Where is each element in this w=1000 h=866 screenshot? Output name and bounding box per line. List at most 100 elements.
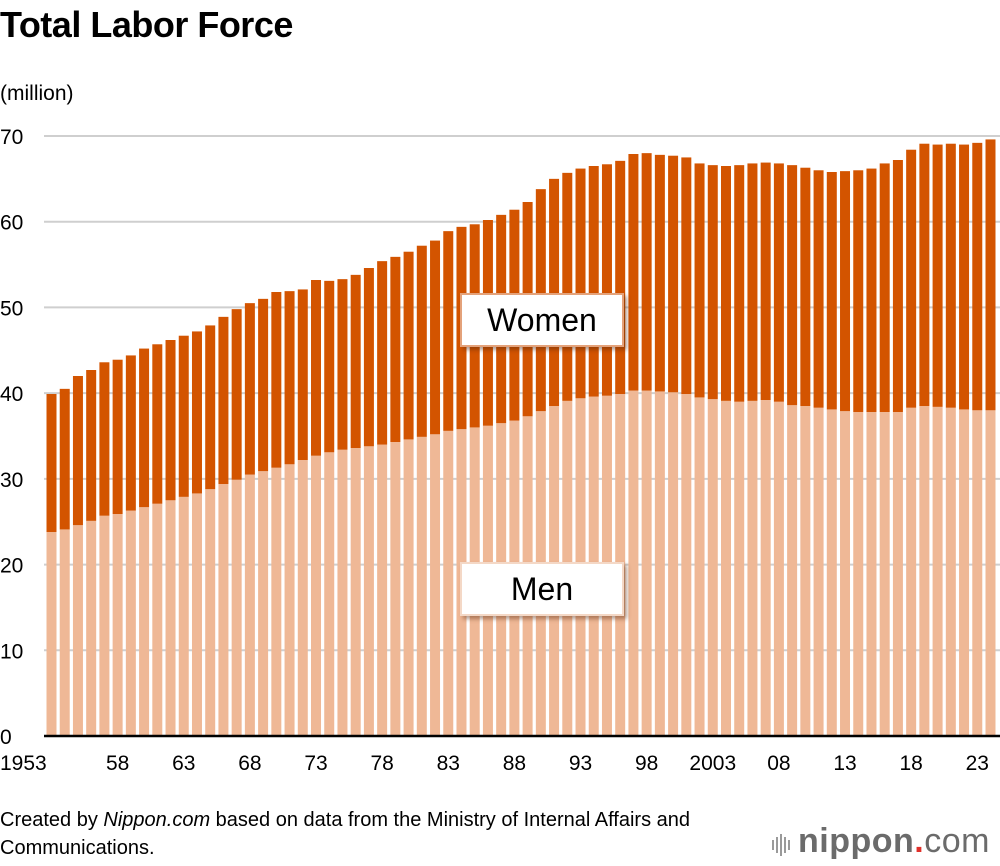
bar-men-2003 [707, 399, 718, 736]
x-tick-label: 08 [767, 752, 790, 775]
bar-men-2006 [747, 400, 758, 736]
y-tick-label: 70 [0, 126, 23, 149]
bar-women-2018 [906, 149, 917, 408]
bar-men-1968 [244, 474, 255, 736]
bar-men-2016 [879, 412, 890, 736]
bar-women-1969 [258, 298, 269, 472]
bar-women-1991 [549, 178, 560, 406]
bar-men-1967 [231, 479, 242, 736]
bar-men-2001 [681, 394, 692, 736]
logo-tld: com [924, 822, 990, 860]
x-tick-label: 93 [569, 752, 592, 775]
bar-men-1976 [350, 448, 361, 736]
bar-men-1959 [125, 510, 136, 736]
bar-men-2004 [720, 400, 731, 736]
men-series-label: Men [460, 562, 624, 616]
bar-women-2003 [707, 165, 718, 400]
source-prefix: Created by [0, 809, 104, 831]
bar-women-2004 [720, 166, 731, 401]
bar-women-1967 [231, 309, 242, 480]
bar-women-2009 [787, 165, 798, 406]
bar-women-1964 [191, 331, 202, 494]
bar-women-1965 [205, 325, 216, 490]
bar-women-2010 [800, 167, 811, 406]
bar-men-1999 [654, 391, 665, 736]
bar-women-2007 [760, 162, 771, 400]
bar-women-1953 [46, 394, 57, 532]
bar-women-1994 [588, 166, 599, 397]
bar-men-2013 [840, 411, 851, 736]
bar-men-1965 [205, 489, 216, 736]
bar-women-2016 [879, 163, 890, 412]
bar-women-1977 [363, 268, 374, 447]
bar-women-1982 [430, 240, 441, 435]
bar-women-1970 [271, 292, 282, 468]
bar-women-1980 [403, 251, 414, 440]
bar-men-1975 [337, 449, 348, 736]
bar-men-1981 [416, 436, 427, 736]
x-axis-ticks: 1953 58 63 68 73 78 83 88 93 98 2003 08 13 18 23 [0, 752, 989, 775]
bar-women-2013 [840, 171, 851, 412]
women-series-label: Women [460, 293, 624, 347]
bar-women-1997 [628, 154, 639, 391]
y-tick-label: 10 [0, 640, 23, 663]
x-tick-label: 2003 [689, 752, 736, 775]
bar-women-1960 [139, 348, 150, 508]
bar-women-2011 [813, 170, 824, 408]
bar-women-1958 [112, 359, 123, 514]
bar-men-2022 [959, 409, 970, 736]
x-tick-label: 18 [899, 752, 922, 775]
bar-women-1993 [575, 168, 586, 399]
bar-women-1983 [443, 231, 454, 431]
bar-women-1973 [311, 280, 322, 456]
x-tick-label: 68 [238, 752, 261, 775]
x-tick-label: 23 [966, 752, 989, 775]
bar-women-2023 [972, 142, 983, 411]
bar-women-2014 [853, 170, 864, 412]
x-tick-label: 63 [172, 752, 195, 775]
x-tick-label: 78 [370, 752, 393, 775]
y-axis-ticks: 0 10 20 30 40 50 60 70 [0, 126, 23, 749]
bar-women-2024 [985, 139, 996, 411]
bar-men-1954 [59, 529, 70, 736]
x-tick-label: 83 [437, 752, 460, 775]
source-suffix: based on data from the Ministry of Inter… [0, 809, 691, 859]
y-axis-unit-label: (million) [0, 82, 74, 105]
bar-men-2010 [800, 406, 811, 736]
bar-women-1968 [244, 303, 255, 475]
bar-women-1998 [641, 153, 652, 391]
bar-women-2006 [747, 163, 758, 401]
bar-men-1978 [377, 444, 388, 736]
bar-men-1983 [443, 430, 454, 736]
x-tick-label: 58 [106, 752, 129, 775]
bar-women-1979 [390, 256, 401, 442]
bar-women-1971 [284, 291, 295, 465]
y-tick-label: 30 [0, 469, 23, 492]
bar-men-2015 [866, 412, 877, 736]
bar-women-2002 [694, 163, 705, 398]
bar-men-2011 [813, 407, 824, 736]
bar-women-2012 [826, 172, 837, 410]
y-tick-label: 50 [0, 297, 23, 320]
bar-women-1978 [377, 261, 388, 445]
bar-women-1999 [654, 154, 665, 392]
y-tick-label: 0 [0, 726, 12, 749]
bar-women-1976 [350, 274, 361, 448]
bar-men-1969 [258, 471, 269, 736]
bar-women-1959 [125, 355, 136, 511]
bar-women-1996 [615, 160, 626, 394]
bar-women-2008 [773, 163, 784, 402]
bar-men-2019 [919, 406, 930, 736]
bar-women-1963 [178, 335, 189, 497]
bar-men-1974 [324, 452, 335, 736]
bar-women-1955 [72, 376, 83, 526]
bar-men-2000 [668, 392, 679, 736]
bar-women-1966 [218, 316, 229, 484]
logo-name: nippon [798, 822, 915, 860]
bar-men-1960 [139, 507, 150, 736]
bar-women-2001 [681, 157, 692, 394]
bar-men-1955 [72, 525, 83, 736]
x-tick-label: 98 [635, 752, 658, 775]
source-note: Created by Nippon.com based on data from… [0, 806, 760, 862]
bar-men-1961 [152, 503, 163, 736]
